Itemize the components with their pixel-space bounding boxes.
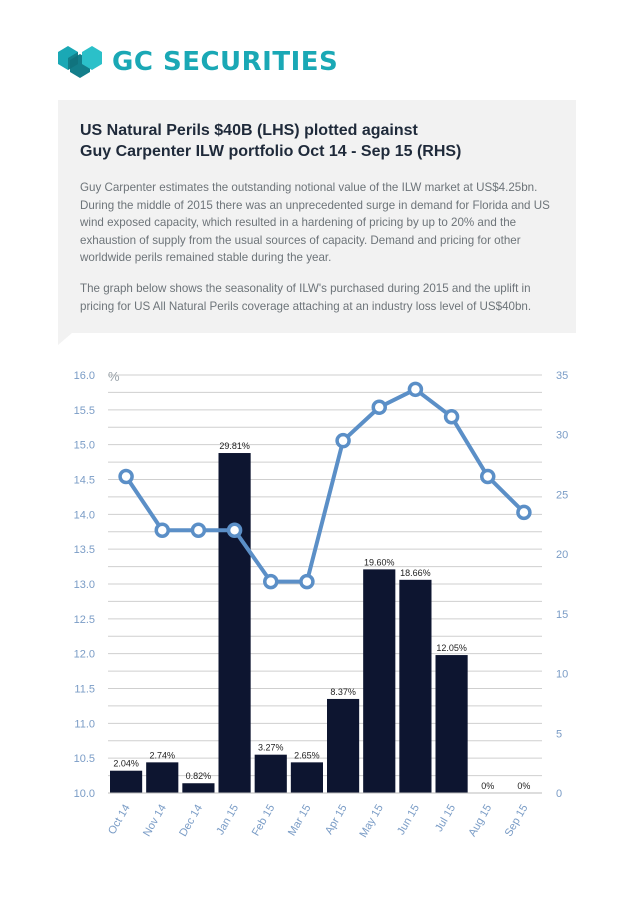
left-axis-tick-label: 10.0 [74, 788, 95, 800]
line-point [480, 468, 496, 485]
left-axis-tick-label: 10.5 [74, 753, 95, 765]
line-point [371, 399, 387, 415]
bar [399, 579, 432, 793]
line-point [263, 573, 279, 590]
bar [218, 453, 251, 793]
left-axis-tick-label: 14.0 [74, 509, 95, 521]
bar-data-label: 0% [517, 781, 530, 791]
bar [327, 698, 360, 793]
right-axis-tick-label: 10 [556, 669, 568, 681]
line-point [226, 522, 243, 539]
right-axis-tick-label: 30 [556, 430, 568, 442]
left-axis-unit-label: % [108, 369, 120, 384]
category-tick-label: Apr 15 [323, 803, 350, 837]
line-point [407, 381, 424, 398]
bar [146, 762, 179, 793]
bar [363, 569, 396, 793]
bar-data-label: 2.04% [113, 759, 139, 769]
left-axis-tick-label: 11.5 [74, 684, 95, 696]
bar-data-label: 2.65% [294, 750, 320, 760]
line-point [190, 522, 207, 539]
bar-data-label: 18.66% [400, 568, 431, 578]
category-tick-label: Sep 15 [503, 803, 531, 839]
left-axis-tick-label: 11.0 [74, 718, 95, 730]
category-tick-label: Jul 15 [433, 803, 458, 834]
category-tick-label: Jan 15 [214, 803, 241, 838]
right-axis-tick-label: 20 [556, 549, 568, 561]
line-point [154, 522, 170, 539]
gc-hexagon-logo-icon [58, 46, 102, 78]
category-tick-label: Oct 14 [106, 803, 133, 837]
panel-title-line1: US Natural Perils $40B (LHS) plotted aga… [80, 122, 418, 139]
line-point [118, 468, 134, 485]
category-tick-label: Aug 15 [467, 803, 495, 839]
bar [290, 762, 323, 793]
bar-data-label: 0% [481, 781, 494, 791]
bar-data-label: 2.74% [149, 750, 175, 760]
left-axis-tick-label: 14.5 [74, 475, 95, 487]
category-tick-label: Feb 15 [250, 803, 278, 839]
left-axis-tick-label: 13.0 [74, 579, 95, 591]
bar-data-label: 19.60% [364, 557, 395, 567]
bar [435, 655, 468, 793]
bar [182, 783, 215, 793]
bar-data-label: 8.37% [330, 687, 356, 697]
brand-name: GC SECURITIES [112, 47, 339, 77]
bar [254, 754, 287, 793]
line-point [299, 573, 315, 590]
header: GC SECURITIES [58, 42, 338, 82]
bar [110, 770, 143, 793]
paragraph-graph-description: The graph below shows the seasonality of… [80, 282, 532, 313]
line-series [124, 387, 526, 584]
left-axis-tick-label: 13.5 [74, 544, 95, 556]
panel-title-line2: Guy Carpenter ILW portfolio Oct 14 - Sep… [80, 143, 462, 160]
info-panel: US Natural Perils $40B (LHS) plotted aga… [58, 100, 576, 333]
ilw-chart: 10.0 10.5 11.0 11.5 12.0 12.5 13.0 13.5 14.0 14.5… [74, 369, 569, 840]
bar-data-label: 0.82% [186, 771, 212, 781]
category-tick-label: May 15 [357, 803, 385, 840]
left-axis-tick-label: 12.0 [74, 649, 95, 661]
category-tick-label: Nov 14 [141, 803, 169, 839]
panel-title: US Natural Perils $40B (LHS) plotted aga… [80, 120, 560, 162]
line-point [443, 409, 460, 425]
left-axis-tick-label: 15.0 [74, 440, 95, 452]
panel-notch [58, 333, 72, 345]
category-tick-label: Mar 15 [286, 803, 314, 839]
category-tick-label: Jun 15 [395, 803, 422, 838]
left-axis-tick-label: 15.5 [74, 405, 95, 417]
left-axis-tick-label: 12.5 [74, 614, 95, 626]
right-axis-tick-label: 0 [556, 788, 562, 800]
right-axis-tick-label: 15 [556, 609, 568, 621]
right-axis-tick-label: 35 [556, 370, 568, 382]
bar-data-label: 3.27% [258, 743, 284, 753]
paragraph-market-estimate: Guy Carpenter estimates the outstanding … [80, 181, 550, 264]
left-axis-tick-label: 16.0 [74, 370, 95, 382]
line-point [516, 504, 532, 521]
category-tick-label: Dec 14 [177, 803, 205, 839]
bar-data-label: 12.05% [436, 643, 467, 653]
right-axis-tick-label: 25 [556, 489, 568, 501]
bar-data-label: 29.81% [219, 441, 250, 451]
right-axis-tick-label: 5 [556, 728, 562, 740]
line-point [335, 432, 351, 449]
